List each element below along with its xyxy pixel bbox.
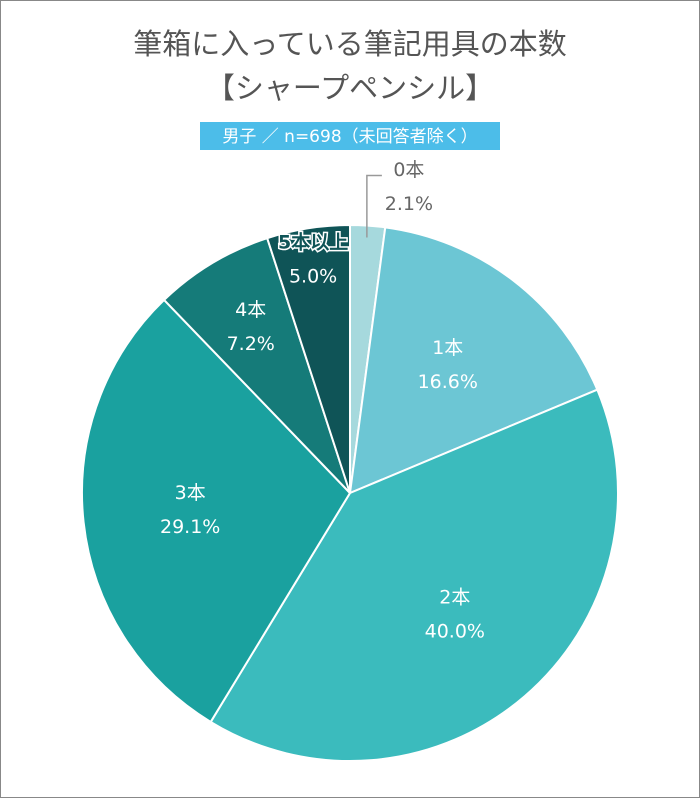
pie-slice [81,298,352,724]
pie-slice [265,223,351,494]
pie-slice [162,236,351,494]
category-label: 4本 [235,299,266,321]
leader-line [366,174,382,238]
subtitle-badge [200,122,500,150]
value-label: 2.1% [385,193,433,215]
pie-slice [209,388,619,762]
value-label: 16.6% [418,371,478,393]
chart-title: 【シャープペンシル】 [206,71,494,105]
chart-title: 筆箱に入っている筆記用具の本数 [133,27,567,61]
subtitle: 男子 ／ n=698（未回答者除く） [222,127,477,147]
category-label: 3本 [175,482,206,504]
value-label: 5.0% [289,266,337,288]
category-label: 5本以上 [278,231,348,254]
category-label: 1本 [432,337,463,359]
value-label: 7.2% [227,333,275,355]
value-label: 29.1% [160,516,220,538]
value-label: 40.0% [425,620,485,642]
pie-slice [348,226,599,495]
category-label: 2本 [439,586,470,608]
category-label: 0本 [393,159,424,181]
